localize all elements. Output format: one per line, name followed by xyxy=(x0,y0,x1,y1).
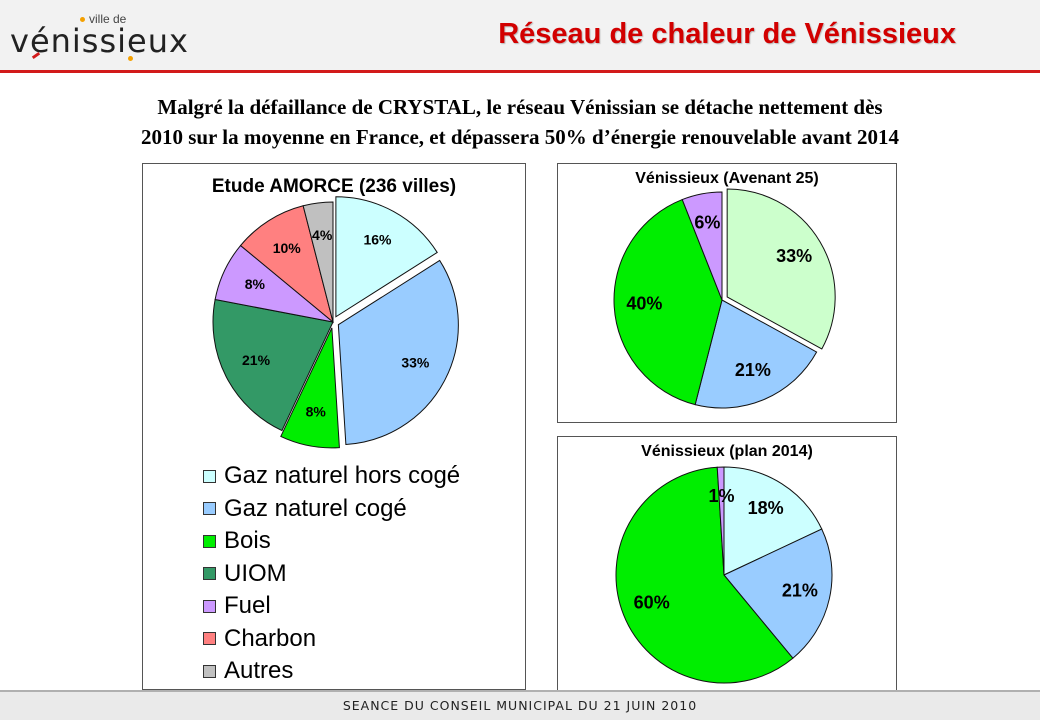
legend-swatch xyxy=(203,599,216,613)
legend-label: Autres xyxy=(224,657,294,685)
logo-accent-dot xyxy=(128,56,133,61)
legend-label: Gaz naturel cogé xyxy=(224,494,407,522)
chart-panel-amorce: Etude AMORCE (236 villes) 16% 33% 8% 21% 8% 1… xyxy=(142,163,526,690)
legend-swatch xyxy=(203,664,216,678)
logo-dot-icon xyxy=(80,17,85,23)
slide-title: Réseau de chaleur de Vénissieux xyxy=(498,18,956,50)
pie-slice xyxy=(337,259,459,446)
legend-label: Fuel xyxy=(224,592,271,620)
legend-item: Autres xyxy=(203,655,460,688)
pie-data-label: 21% xyxy=(735,360,771,380)
slide-footer: SEANCE DU CONSEIL MUNICIPAL DU 21 JUIN 2… xyxy=(0,690,1040,720)
legend-label: Gaz naturel hors cogé xyxy=(224,462,461,490)
pie-data-label: 40% xyxy=(626,294,662,314)
pie-data-label: 8% xyxy=(245,276,266,292)
logo-small-text: ville de xyxy=(89,12,127,26)
legend-swatch xyxy=(203,534,216,548)
slide-subtitle: Malgré la défaillance de CRYSTAL, le rés… xyxy=(0,92,1040,152)
pie-slice xyxy=(681,191,723,301)
pie-chart-plan-2014: 18% 21% 60% 1% xyxy=(615,466,833,684)
chart-panel-avenant: Vénissieux (Avenant 25) 33% 21% 40% 6% xyxy=(557,163,897,423)
pie-slice xyxy=(212,298,334,432)
pie-data-label: 33% xyxy=(776,246,812,266)
legend-label: UIOM xyxy=(224,559,287,587)
legend-item: Charbon xyxy=(203,623,460,656)
legend-item: Gaz naturel hors cogé xyxy=(203,460,460,493)
chart-panel-plan-2014: Vénissieux (plan 2014) 18% 21% 60% 1% xyxy=(557,436,897,692)
legend-label: Charbon xyxy=(224,624,317,652)
pie-slice xyxy=(613,198,723,406)
pie-data-label: 60% xyxy=(634,592,670,612)
legend-item: Bois xyxy=(203,525,460,558)
pie-slice xyxy=(723,466,823,576)
subtitle-line-1: Malgré la défaillance de CRYSTAL, le rés… xyxy=(157,95,883,119)
pie-slice xyxy=(280,327,340,449)
pie-chart-amorce: 16% 33% 8% 21% 8% 10% 4% xyxy=(212,196,459,449)
legend-label: Bois xyxy=(224,527,271,555)
chart-title-avenant: Vénissieux (Avenant 25) xyxy=(635,170,819,187)
pie-slice xyxy=(716,466,725,576)
chart-title-amorce: Etude AMORCE (236 villes) xyxy=(211,176,457,197)
pie-slice xyxy=(726,188,836,350)
subtitle-line-2: 2010 sur la moyenne en France, et dépass… xyxy=(140,125,900,149)
footer-text: SEANCE DU CONSEIL MUNICIPAL DU 21 JUIN 2… xyxy=(342,698,698,713)
pie-data-label: 8% xyxy=(306,403,327,419)
pie-data-label: 21% xyxy=(782,581,818,601)
pie-slice xyxy=(302,201,334,323)
pie-slice xyxy=(615,466,794,684)
pie-slice xyxy=(239,205,334,324)
legend-swatch xyxy=(203,502,216,516)
legend-swatch xyxy=(203,567,216,581)
pie-data-label: 6% xyxy=(694,212,720,232)
legend-swatch xyxy=(203,632,216,646)
venissieux-logo: ville de vénissieux xyxy=(10,8,200,64)
pie-data-label: 18% xyxy=(748,498,784,518)
chart-legend: Gaz naturel hors cogé Gaz naturel cogé Boi… xyxy=(203,460,460,688)
pie-data-label: 4% xyxy=(312,227,333,243)
legend-item: Gaz naturel cogé xyxy=(203,493,460,526)
pie-slice xyxy=(694,299,818,409)
legend-item: UIOM xyxy=(203,558,460,591)
pie-data-label: 21% xyxy=(242,352,271,368)
pie-data-label: 1% xyxy=(709,486,735,506)
legend-item: Fuel xyxy=(203,590,460,623)
pie-data-label: 33% xyxy=(401,355,430,371)
pie-slice xyxy=(335,196,438,318)
pie-data-label: 10% xyxy=(273,240,302,256)
chart-title-plan-2014: Vénissieux (plan 2014) xyxy=(641,443,813,460)
pie-slice xyxy=(723,528,833,659)
slide-header: ville de vénissieux Réseau de chaleur de… xyxy=(0,0,1040,73)
pie-chart-avenant: 33% 21% 40% 6% xyxy=(613,188,836,409)
legend-swatch xyxy=(203,469,216,483)
pie-data-label: 16% xyxy=(363,232,392,248)
